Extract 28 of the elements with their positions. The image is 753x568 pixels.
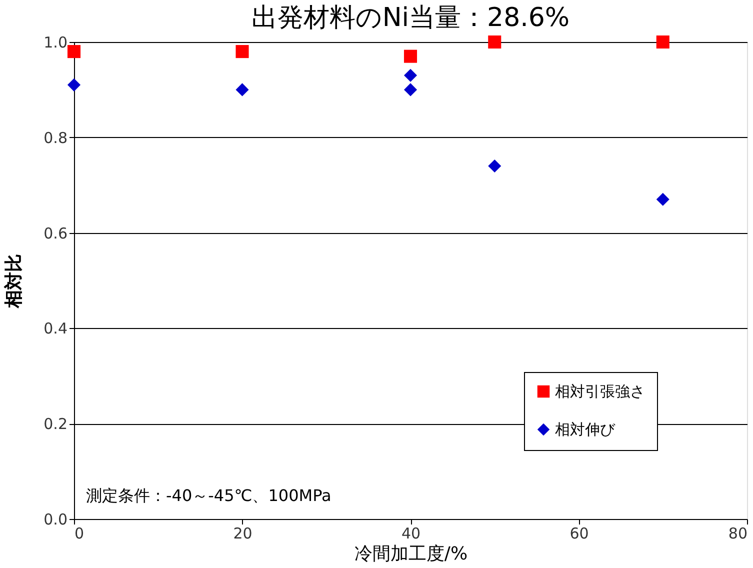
point bbox=[656, 35, 670, 49]
x-axis-title: 冷間加工度/% bbox=[354, 544, 468, 564]
y-tick-label: 0.2 bbox=[44, 415, 68, 434]
point bbox=[488, 35, 502, 49]
legend-label: 相対伸び bbox=[555, 420, 616, 438]
point bbox=[67, 45, 81, 58]
point bbox=[656, 192, 670, 206]
annotation: 測定条件：-40～-45℃、100MPa bbox=[86, 486, 332, 505]
point bbox=[236, 83, 249, 96]
y-axis-title: 相対比 bbox=[4, 254, 25, 309]
point bbox=[404, 50, 418, 63]
x-tick-label: 0 bbox=[74, 524, 84, 542]
x-tick-label: 40 bbox=[401, 524, 421, 542]
point bbox=[236, 45, 249, 58]
point bbox=[404, 83, 418, 96]
y-tick-label: 0.4 bbox=[44, 320, 68, 338]
legend-label: 相対引張強さ bbox=[555, 382, 645, 400]
point bbox=[488, 160, 502, 173]
point bbox=[404, 68, 418, 82]
x-tick-label: 20 bbox=[233, 524, 252, 542]
y-tick-label: 0.6 bbox=[44, 224, 68, 242]
y-tick-label: 0.8 bbox=[44, 128, 68, 147]
y-tick-label: 1.0 bbox=[44, 34, 68, 52]
point bbox=[67, 78, 81, 92]
x-tick-label: 60 bbox=[570, 524, 589, 542]
x-tick-label: 80 bbox=[728, 524, 748, 542]
y-tick-label: 0.0 bbox=[44, 510, 68, 528]
chart-title: 出発材料のNi当量：28.6% bbox=[251, 3, 570, 33]
